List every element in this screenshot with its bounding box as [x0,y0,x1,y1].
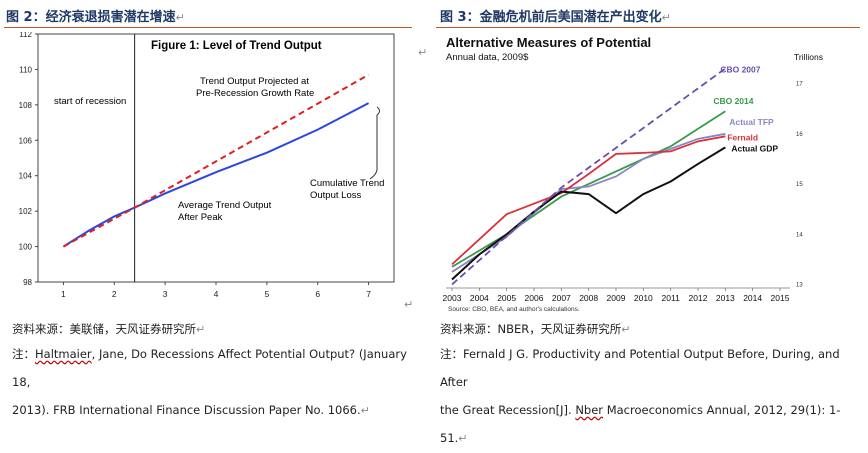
legend-label: Fernald [727,132,758,142]
left-chart: 98 100 102 104 106 108 110 112 1 2 3 4 5 6 7 Figure 1… [19,32,395,299]
x-tick-label: 2007 [552,293,571,303]
series-line [451,132,726,273]
y-tick-label: 110 [19,65,32,74]
series-line [62,73,370,248]
y-tick-label: 98 [23,278,32,287]
right-chart-title: Alternative Measures of Potential [446,35,651,50]
y-tick-label: 112 [19,32,32,39]
return-mark: ↵ [404,299,414,311]
y-tick-label: 16 [796,132,803,138]
x-tick-label: 2006 [525,293,544,303]
average-label-2: After Peak [178,212,223,223]
x-tick-label: 2015 [771,293,790,303]
series-line [451,135,726,266]
right-chart-subtitle: Annual data, 2009$ [446,52,529,63]
right-source-note: Source: CBO, BEA, and author's calculati… [448,306,580,313]
right-chart: Alternative Measures of Potential Annual… [443,35,823,313]
legend-label: Actual GDP [731,143,778,153]
x-tick-label: 2008 [579,293,598,303]
x-tick-label: 2004 [470,293,489,303]
y-tick-label: 13 [796,282,803,288]
x-tick-label: 2009 [607,293,626,303]
y-tick-label: 104 [19,172,33,181]
recession-label: start of recession [54,96,126,107]
right-source: 资料来源：NBER，天风证券研究所↵ [440,322,631,336]
projected-label-2: Pre-Recession Growth Rate [196,88,314,99]
right-note: 注：Fernald J G. Productivity and Potentia… [440,347,841,445]
left-header-rule [4,27,412,28]
series-line [62,102,370,248]
x-tick-label: 6 [315,289,320,299]
legend-label: Actual TFP [729,117,774,127]
x-tick-label: 7 [366,289,371,299]
left-note: 注：Haltmaier, Jane, Do Recessions Affect … [12,347,407,417]
x-tick-label: 1 [61,289,66,299]
left-chart-frame [37,33,395,283]
return-mark-right: ↵ [418,47,428,59]
y-tick-label: 100 [19,243,33,252]
x-tick-label: 4 [214,289,219,299]
x-tick-label: 2010 [634,293,653,303]
y-tick-label: 108 [19,101,33,110]
x-tick-label: 2011 [662,293,681,303]
left-source: 资料来源：美联储，天风证券研究所↵ [12,322,206,336]
y-tick-label: 17 [796,82,803,88]
output-loss-bracket-icon [369,106,380,180]
x-tick-label: 2 [112,289,117,299]
projected-label-1: Trend Output Projected at [200,76,309,87]
loss-label-2: Output Loss [310,190,361,201]
x-tick-label: 2014 [743,293,762,303]
x-tick-label: 2013 [716,293,735,303]
x-tick-label: 2012 [689,293,708,303]
x-tick-label: 2003 [443,293,462,303]
left-chart-title: Figure 1: Level of Trend Output [151,40,322,52]
series-line [451,146,726,281]
average-label-1: Average Trend Output [178,200,272,211]
right-header-rule [436,27,860,28]
legend-label: CBO 2007 [720,65,760,75]
x-tick-label: 2005 [497,293,516,303]
units-label: Trillions [794,52,823,62]
left-figure-header: 图 2：经济衰退损害潜在增速↵ [6,10,185,25]
y-tick-label: 102 [19,207,33,216]
right-figure-header: 图 3：金融危机前后美国潜在产出变化↵ [440,10,671,25]
series-line [451,67,726,286]
loss-label-1: Cumulative Trend [310,178,384,189]
y-tick-label: 14 [796,232,803,238]
x-tick-label: 5 [264,289,269,299]
y-tick-label: 15 [796,182,803,188]
x-tick-label: 3 [163,289,168,299]
series-line [451,110,726,268]
legend-label: CBO 2014 [713,96,753,106]
y-tick-label: 106 [19,136,33,145]
